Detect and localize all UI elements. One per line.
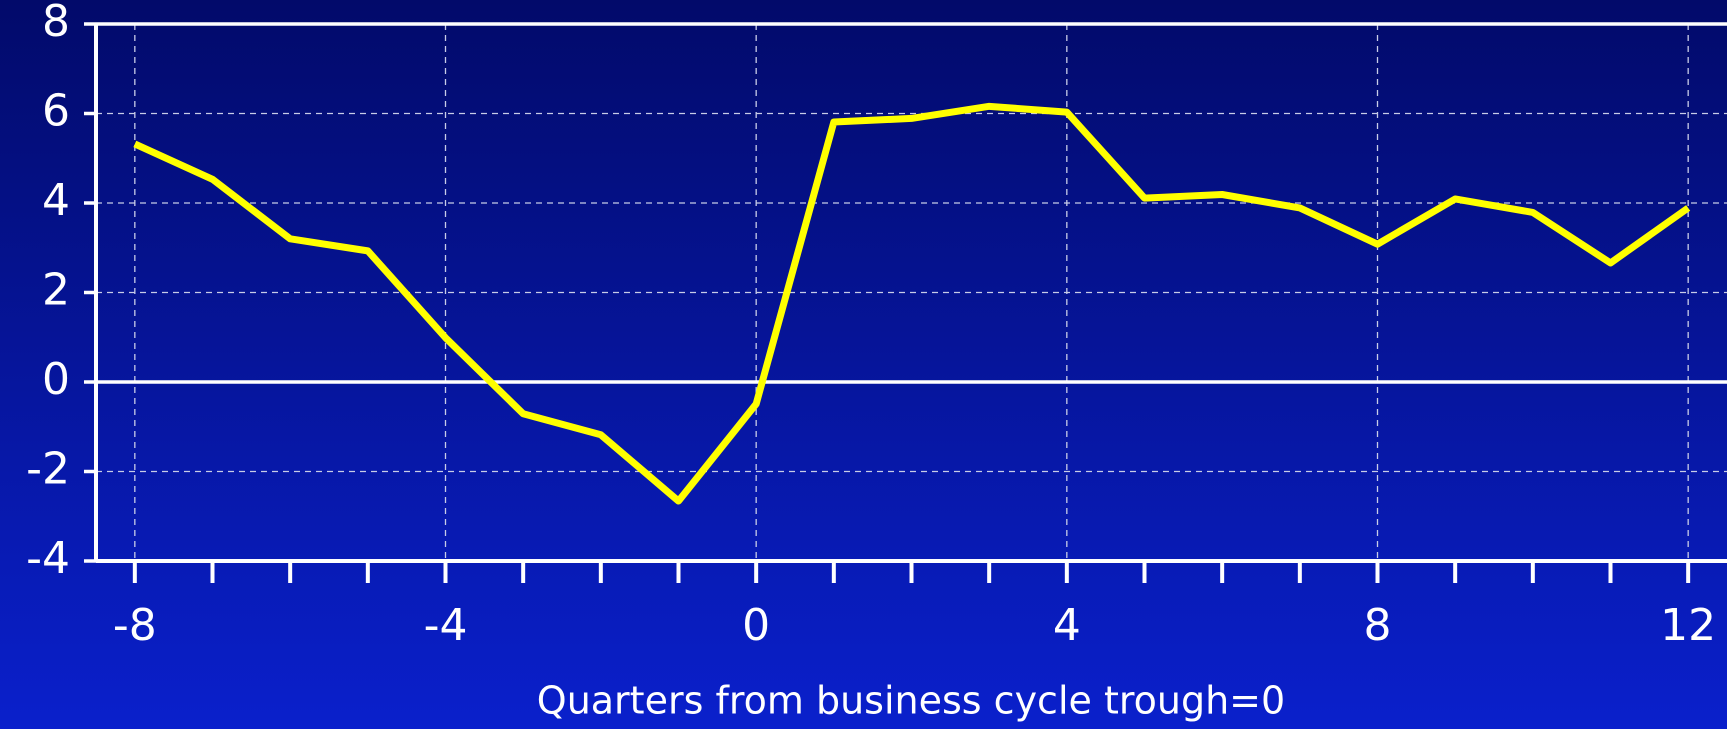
y-tick-label: 4 [42,175,70,226]
x-axis-label: Quarters from business cycle trough=0 [537,679,1285,723]
y-tick-label: -4 [26,533,70,584]
y-tick-label: 8 [42,0,70,47]
y-tick-label: -2 [26,444,70,495]
x-tick-label: 4 [1053,600,1081,651]
y-tick-label: 2 [42,265,70,316]
x-tick-label: 0 [742,600,770,651]
x-tick-label: -4 [424,600,468,651]
y-tick-label: 6 [42,86,70,137]
data-line [133,102,1691,505]
x-tick-label: 8 [1364,600,1392,651]
x-tick-label: -8 [113,600,157,651]
y-tick-label: 0 [42,354,70,405]
x-tick-label: 12 [1660,600,1716,651]
